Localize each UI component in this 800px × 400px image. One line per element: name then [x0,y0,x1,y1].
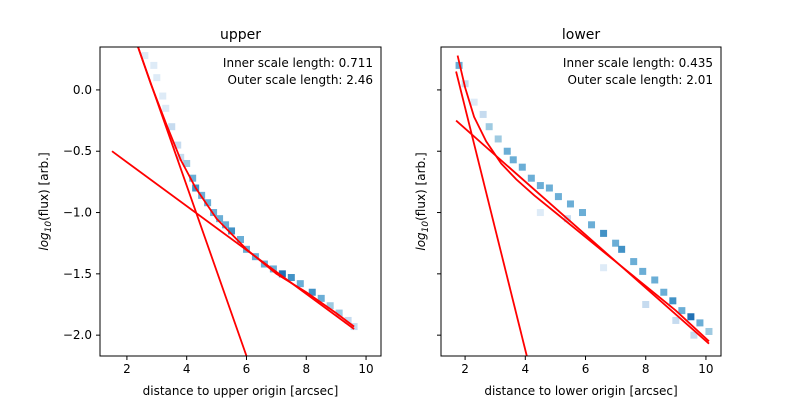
density-bin [216,215,224,223]
fit-line-combined [456,55,710,342]
density-bin [344,316,352,324]
density-bin [566,200,574,208]
x-tick-label: 8 [302,362,310,376]
y-axis-label: log10(flux) [arb.] [414,152,431,250]
density-bin [600,264,608,272]
density-bin [141,52,149,60]
density-bin [228,227,236,235]
density-bin [470,98,478,106]
scale-length-annotation: Inner scale length: 0.435 [563,56,713,70]
density-bin [183,159,191,167]
density-bin [278,270,286,278]
density-bin [672,316,680,324]
density-bin [174,141,182,149]
density-bin [479,110,487,118]
density-bin [326,302,334,310]
density-bin [308,288,316,296]
density-bin [296,280,304,288]
density-bin [153,74,161,82]
density-bin [494,135,502,143]
density-bin [503,147,511,155]
density-bin [618,245,626,253]
density-bin [518,163,526,171]
density-bin [189,174,197,182]
x-tick-label: 4 [183,362,191,376]
density-bin [678,307,686,315]
panel-title: lower [562,27,601,43]
x-tick-label: 10 [698,362,713,376]
y-tick-label: −1.0 [63,206,92,220]
density-bin [536,182,544,190]
scale-length-annotation: Inner scale length: 0.711 [223,56,373,70]
density-bin [287,274,295,282]
density-bin [651,276,659,284]
density-bin [687,313,695,321]
scale-length-annotation: Outer scale length: 2.01 [568,73,713,87]
density-bin [485,123,493,131]
density-bin [168,123,176,131]
density-bin [669,297,677,305]
density-bin [536,209,544,217]
density-bin [639,267,647,275]
x-tick-label: 8 [642,362,650,376]
density-bin [317,294,325,302]
density-bin [210,209,218,217]
density-bin [554,193,562,201]
density-bin [705,327,713,335]
density-bin [612,239,620,247]
density-bin [150,61,158,69]
density-map [455,61,713,339]
density-bin [159,92,167,100]
density-bin [600,229,608,237]
panel-lower: 2 4 6 8 10 lower distance to lower origin [arc… [414,27,722,398]
x-tick-label: 2 [123,362,131,376]
x-tick-label: 4 [521,362,529,376]
x-axis-label: distance to upper origin [arcsec] [143,384,339,398]
density-bin [204,199,212,207]
x-tick-label: 2 [461,362,469,376]
density-bin [588,221,596,229]
axes-frame [99,46,382,357]
y-tick-label: −2.0 [63,328,92,342]
fit-line-combined [137,47,355,328]
density-bin [237,236,244,244]
density-bin [509,156,517,164]
x-tick-label: 6 [243,362,251,376]
y-tick-label: −0.5 [63,144,92,158]
fit-line-outer [111,150,355,330]
scale-length-annotation: Outer scale length: 2.46 [228,73,373,87]
density-bin [696,319,704,327]
y-axis-label: log10(flux) [arb.] [37,152,54,250]
density-bin [335,309,343,317]
density-bin [579,209,587,217]
density-bin [690,331,698,339]
density-bin [162,104,170,112]
density-bin [660,288,668,296]
x-tick-label: 6 [582,362,590,376]
density-bin [642,301,650,308]
x-tick-label: 10 [358,362,373,376]
axes-frame [440,46,722,357]
density-bin [527,174,535,182]
density-bin [222,221,230,229]
density-bin [630,258,638,266]
density-bin [177,153,185,161]
y-tick-label: 0.0 [73,83,92,97]
panel-title: upper [220,27,261,43]
density-bin [545,184,553,192]
density-map [141,52,358,331]
y-tick-label: −1.5 [63,267,92,281]
panel-upper: 2 4 6 8 10 0.0 −0.5 −1.0 −1.5 −2.0 upper distance t… [37,27,382,398]
x-axis-label: distance to lower origin [arcsec] [484,384,677,398]
fit-line-inner [455,71,528,356]
